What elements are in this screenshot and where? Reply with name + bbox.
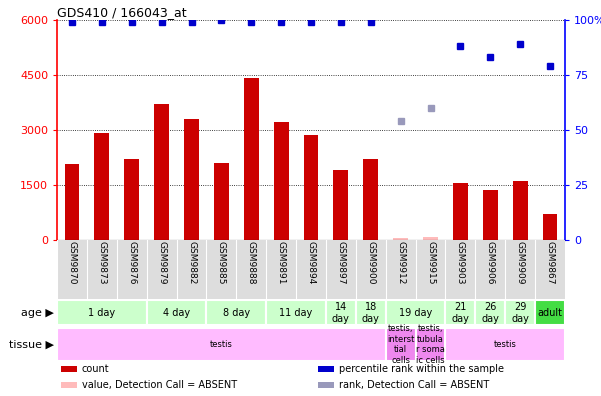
Text: value, Detection Call = ABSENT: value, Detection Call = ABSENT xyxy=(82,380,237,390)
Bar xyxy=(61,382,77,388)
Bar xyxy=(207,300,266,326)
Text: testis: testis xyxy=(494,340,517,349)
Text: GSM9867: GSM9867 xyxy=(546,241,555,284)
Text: 1 day: 1 day xyxy=(88,308,115,318)
Text: GSM9915: GSM9915 xyxy=(426,241,435,284)
Bar xyxy=(326,300,356,326)
Text: 8 day: 8 day xyxy=(223,308,250,318)
Bar xyxy=(57,300,147,326)
Text: GSM9888: GSM9888 xyxy=(247,241,256,284)
Bar xyxy=(273,122,288,240)
Text: rank, Detection Call = ABSENT: rank, Detection Call = ABSENT xyxy=(339,380,489,390)
Text: 18
day: 18 day xyxy=(362,302,380,324)
Text: testis,
interst
tial
cells: testis, interst tial cells xyxy=(387,324,414,365)
Bar xyxy=(356,300,386,326)
Bar xyxy=(386,328,415,361)
Text: GSM9885: GSM9885 xyxy=(217,241,226,284)
Bar xyxy=(513,181,528,240)
Text: GSM9873: GSM9873 xyxy=(97,241,106,284)
Text: 21
day: 21 day xyxy=(451,302,469,324)
Bar xyxy=(543,214,558,240)
Bar xyxy=(453,183,468,240)
Text: GSM9903: GSM9903 xyxy=(456,241,465,284)
Bar xyxy=(266,300,326,326)
Bar xyxy=(445,328,565,361)
Text: adult: adult xyxy=(537,308,563,318)
Bar xyxy=(423,237,438,240)
Text: GSM9882: GSM9882 xyxy=(187,241,196,284)
Text: GSM9876: GSM9876 xyxy=(127,241,136,284)
Text: GSM9909: GSM9909 xyxy=(516,241,525,284)
Bar xyxy=(57,328,386,361)
Bar xyxy=(244,78,259,240)
Bar xyxy=(386,300,445,326)
Text: 19 day: 19 day xyxy=(399,308,432,318)
Text: testis,
tubula
r soma
ic cells: testis, tubula r soma ic cells xyxy=(416,324,445,365)
Bar xyxy=(334,170,349,240)
Text: GDS410 / 166043_at: GDS410 / 166043_at xyxy=(57,6,187,19)
Text: GSM9894: GSM9894 xyxy=(307,241,316,284)
Bar xyxy=(319,366,334,373)
Text: GSM9891: GSM9891 xyxy=(276,241,285,284)
Text: testis: testis xyxy=(210,340,233,349)
Bar xyxy=(415,328,445,361)
Text: count: count xyxy=(82,364,109,374)
Bar xyxy=(535,300,565,326)
Bar xyxy=(475,300,505,326)
Text: tissue ▶: tissue ▶ xyxy=(9,339,54,350)
Bar xyxy=(64,164,79,240)
Text: 29
day: 29 day xyxy=(511,302,529,324)
Bar xyxy=(445,300,475,326)
Text: GSM9912: GSM9912 xyxy=(396,241,405,284)
Text: age ▶: age ▶ xyxy=(21,308,54,318)
Bar xyxy=(124,159,139,240)
Text: 4 day: 4 day xyxy=(163,308,190,318)
Bar xyxy=(393,238,408,240)
Bar xyxy=(147,300,207,326)
Bar xyxy=(61,366,77,373)
Bar xyxy=(94,133,109,240)
Text: 14
day: 14 day xyxy=(332,302,350,324)
Bar xyxy=(214,163,229,240)
Bar xyxy=(363,159,378,240)
Text: GSM9870: GSM9870 xyxy=(67,241,76,284)
Bar xyxy=(483,190,498,240)
Text: GSM9879: GSM9879 xyxy=(157,241,166,284)
Text: 26
day: 26 day xyxy=(481,302,499,324)
Text: 11 day: 11 day xyxy=(279,308,313,318)
Text: GSM9900: GSM9900 xyxy=(366,241,375,284)
Text: GSM9906: GSM9906 xyxy=(486,241,495,284)
Bar xyxy=(154,104,169,240)
Bar xyxy=(319,382,334,388)
Bar xyxy=(304,135,319,240)
Text: GSM9897: GSM9897 xyxy=(337,241,346,284)
Text: percentile rank within the sample: percentile rank within the sample xyxy=(339,364,504,374)
Bar xyxy=(184,119,199,240)
Bar xyxy=(505,300,535,326)
